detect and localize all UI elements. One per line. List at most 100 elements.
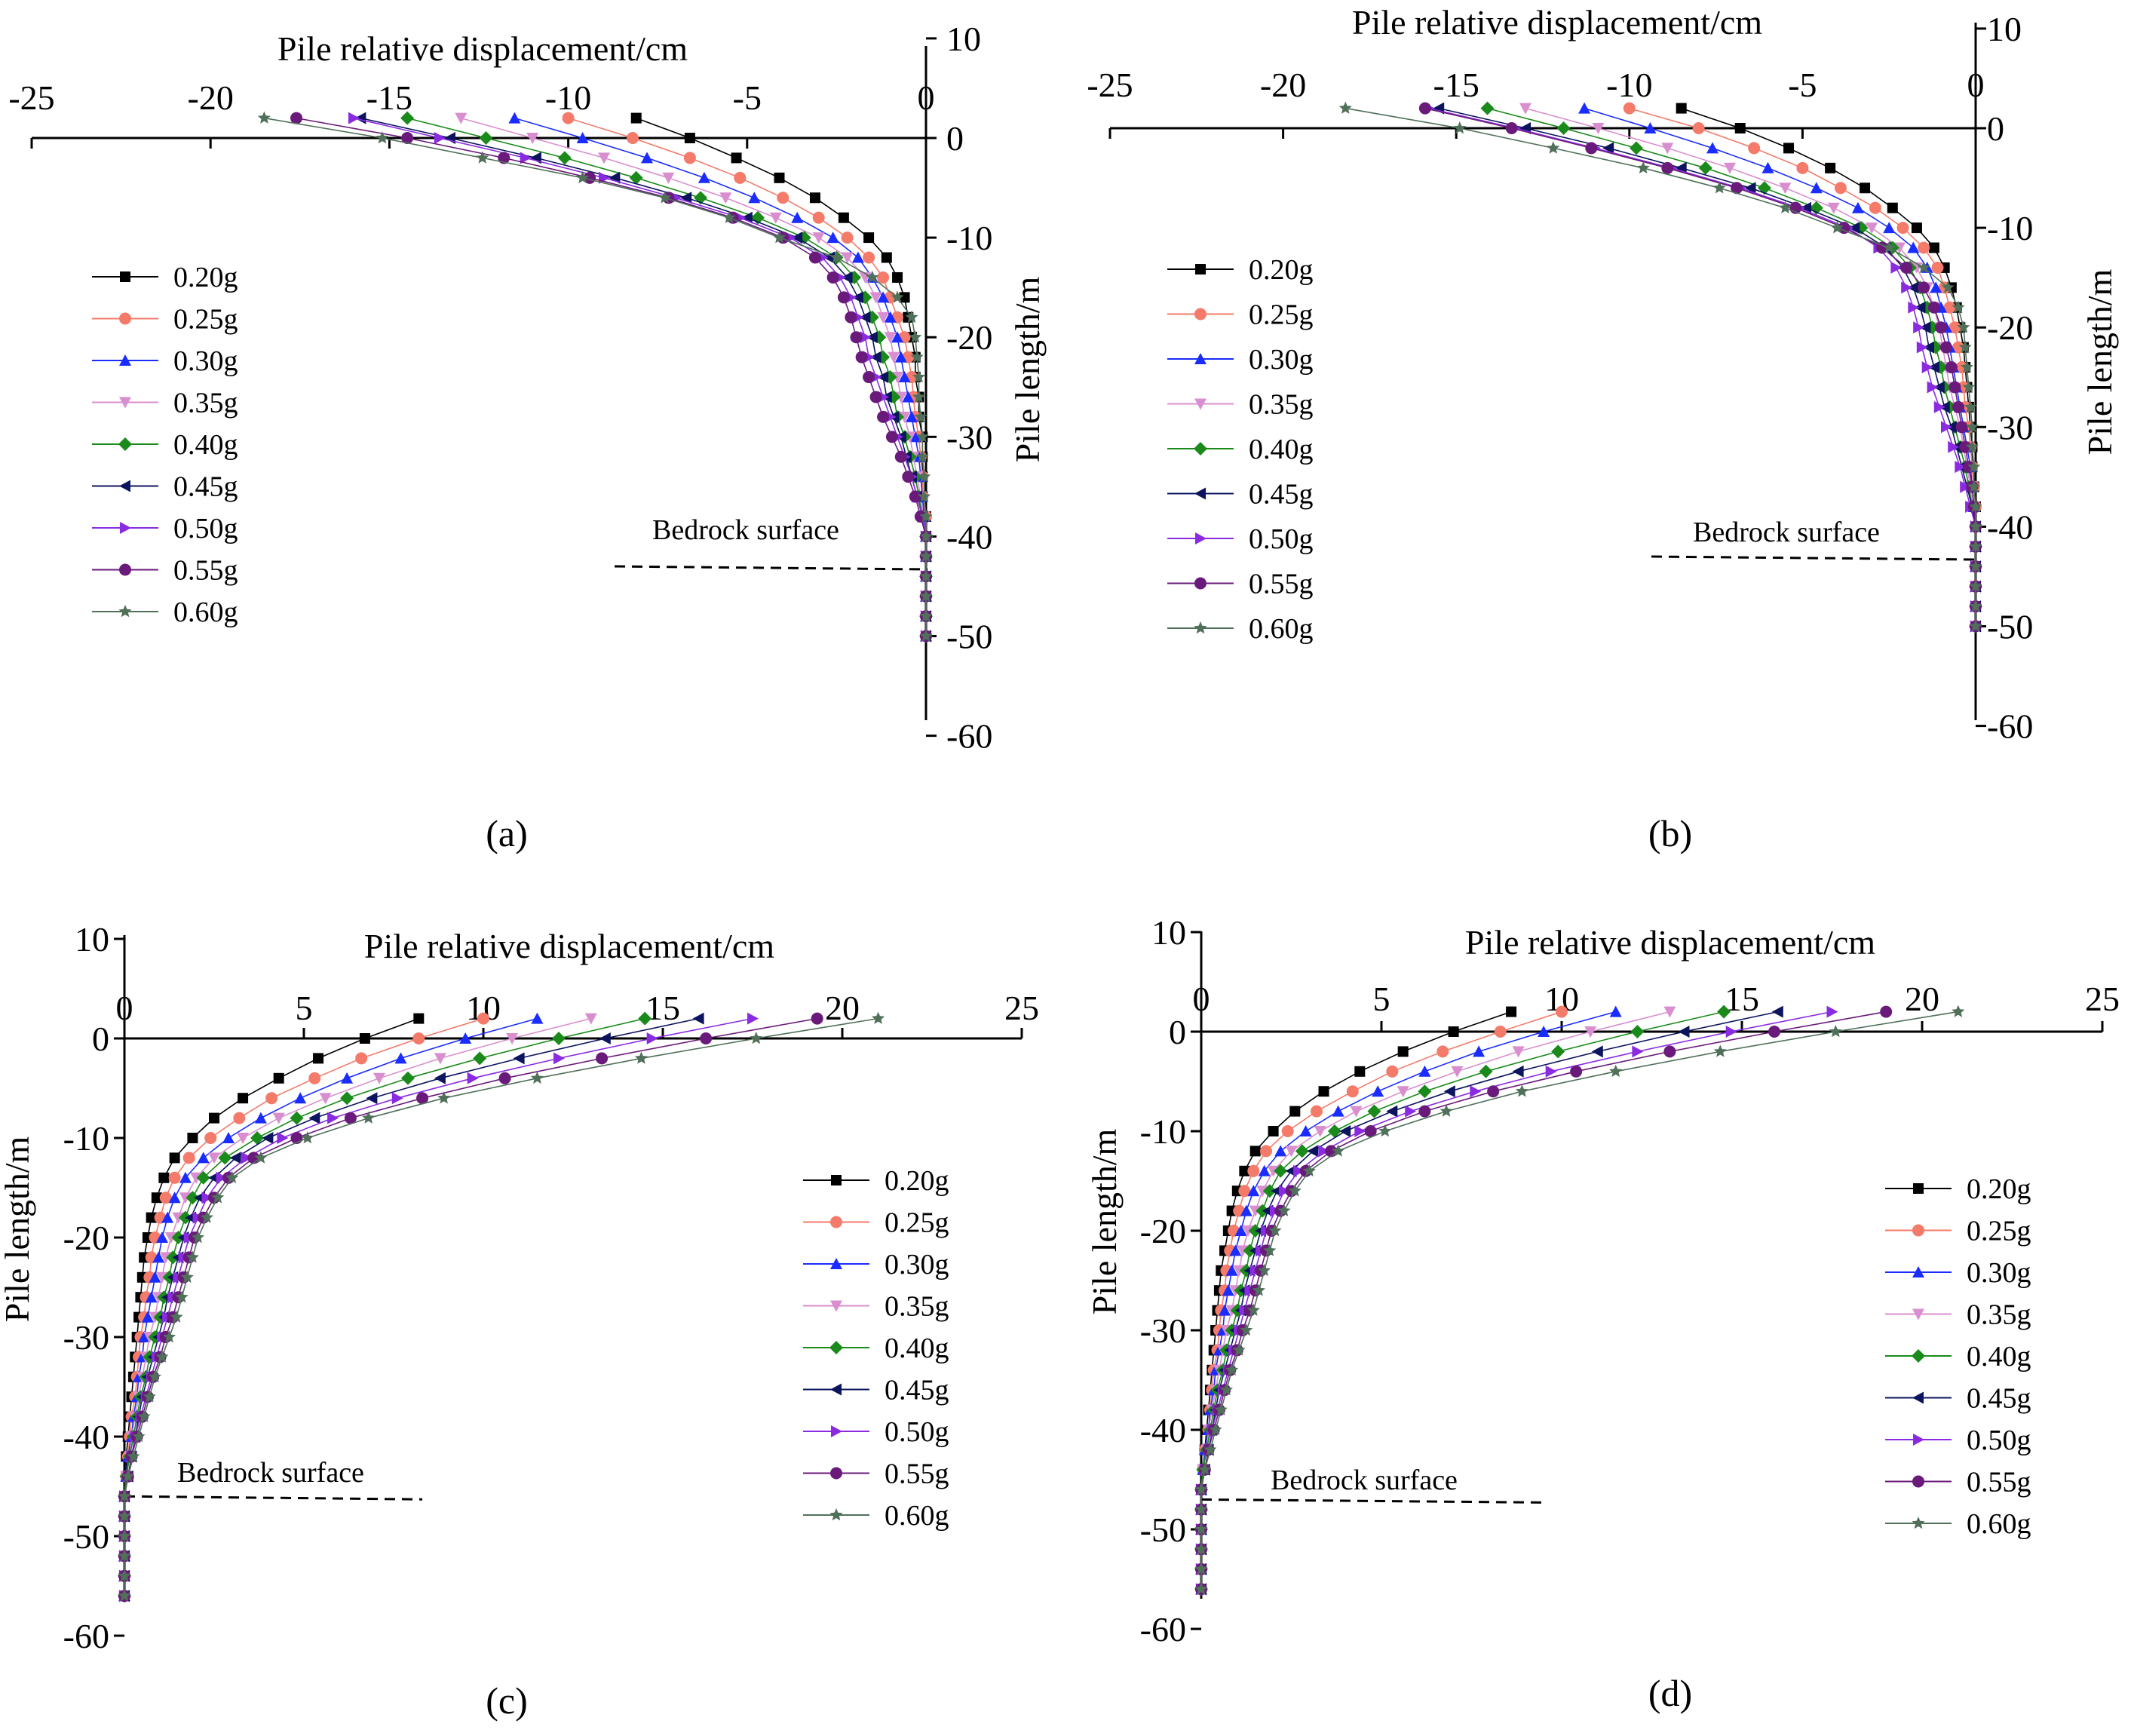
panel-a-ytick-label-2: -10 bbox=[946, 219, 992, 257]
panel-b-series-0.30g-point-0 bbox=[1578, 102, 1591, 114]
panel-c-series-0.20g-point-8 bbox=[158, 1172, 170, 1183]
panel-b-legend-label-6: 0.50g bbox=[1249, 523, 1314, 555]
panel-a-series-0.35g-point-2 bbox=[598, 152, 610, 164]
panel-c-xtick-label-1: 5 bbox=[296, 989, 313, 1027]
panel-c-ytick-label-4: -30 bbox=[63, 1318, 109, 1357]
panel-b-series-0.40g-point-2 bbox=[1630, 141, 1643, 155]
panel-b-series-0.60g-point-12 bbox=[1958, 340, 1972, 353]
panel-b-series-0.55g-point-11 bbox=[1935, 321, 1948, 334]
panel-b-legend-marker-0 bbox=[1195, 264, 1206, 275]
panel-d-series-0.30g-point-8 bbox=[1258, 1164, 1271, 1176]
panel-d-series-0.45g-point-7 bbox=[1307, 1145, 1319, 1158]
panel-d-series-0.30g-point-2 bbox=[1473, 1045, 1486, 1057]
panel-c-series-0.30g-point-15 bbox=[141, 1311, 154, 1323]
panel-c-series-0.25g-point-4 bbox=[265, 1092, 278, 1105]
panel-d-series-0.25g-point-1 bbox=[1494, 1026, 1507, 1038]
panel-c-series-0.35g-point-3 bbox=[373, 1072, 385, 1084]
panel-c-legend-marker-0 bbox=[831, 1175, 842, 1185]
panel-b-series-0.25g-point-12 bbox=[1952, 341, 1965, 354]
panel-c-legend-label-1: 0.25g bbox=[885, 1207, 949, 1239]
panel-d-series-0.30g-point-7 bbox=[1274, 1145, 1287, 1157]
panel-c-legend-marker-8 bbox=[829, 1508, 843, 1521]
panel-b-series-0.60g-point-13 bbox=[1961, 360, 1974, 373]
panel-d-series-0.30g-point-9 bbox=[1247, 1185, 1260, 1197]
panel-c-series-0.30g-point-6 bbox=[222, 1132, 235, 1143]
panel-a-series-0.45g-point-9 bbox=[851, 291, 863, 304]
panel-c-series-0.60g-point-8 bbox=[225, 1170, 239, 1184]
panel-a-series-0.45g-line bbox=[360, 117, 927, 636]
panel-d-series-0.55g-point-2 bbox=[1663, 1045, 1676, 1058]
panel-a-series-0.60g-point-4 bbox=[658, 191, 672, 204]
panel-b-series-0.55g-point-13 bbox=[1945, 361, 1958, 374]
panel-a-series-0.55g-point-9 bbox=[837, 291, 850, 304]
panel-b-series-0.50g-point-12 bbox=[1916, 341, 1928, 354]
panel-a-series-0.30g-point-5 bbox=[791, 211, 804, 223]
panel-b-series-0.25g-point-5 bbox=[1869, 201, 1881, 214]
panel-b-xtick-label-4: -5 bbox=[1788, 66, 1817, 104]
panel-c-series-0.30g-point-3 bbox=[341, 1072, 354, 1084]
panel-b-series-0.60g-point-25 bbox=[1969, 600, 1982, 612]
panel-a-bedrock-label: Bedrock surface bbox=[652, 514, 839, 546]
panel-b-series-0.20g-point-5 bbox=[1887, 202, 1898, 213]
panel-a-series-0.40g-point-3 bbox=[629, 170, 643, 185]
panel-c-series-0.60g-point-16 bbox=[162, 1330, 176, 1343]
panel-b-legend-label-7: 0.55g bbox=[1249, 569, 1314, 600]
panel-c-series-0.50g-point-1 bbox=[646, 1032, 658, 1044]
panel-d-series-0.45g-point-6 bbox=[1339, 1125, 1351, 1137]
panel-b-legend-marker-4 bbox=[1194, 442, 1207, 455]
panel-a-legend-marker-3 bbox=[119, 397, 131, 409]
panel-c-series-0.60g-point-10 bbox=[200, 1210, 213, 1223]
panel-d-series-0.60g-point-24 bbox=[1194, 1483, 1208, 1495]
panel-d-series-0.30g-point-12 bbox=[1229, 1244, 1242, 1256]
panel-d-series-0.25g-point-7 bbox=[1260, 1145, 1273, 1158]
panel-c-series-0.50g-point-0 bbox=[747, 1012, 759, 1025]
panel-d-series-0.60g-point-29 bbox=[1194, 1582, 1208, 1595]
panel-b-series-0.20g-point-7 bbox=[1928, 242, 1939, 253]
panel-c-series-0.25g-point-0 bbox=[477, 1012, 489, 1025]
panel-a-series-0.30g-point-3 bbox=[698, 171, 710, 183]
panel-a-series-0.45g-point-3 bbox=[609, 171, 621, 184]
panel-b-label: (b) bbox=[1648, 812, 1692, 854]
panel-d-bedrock-line bbox=[1200, 1498, 1547, 1504]
panel-d-series-0.60g-point-17 bbox=[1232, 1343, 1246, 1356]
panel-b-series-0.40g-point-3 bbox=[1698, 161, 1712, 175]
panel-c: 0 5 10 15 20 25100-10-20-30-40-50-600.20g0.25… bbox=[0, 920, 1039, 1722]
panel-c-series-0.60g-point-28 bbox=[118, 1569, 131, 1582]
panel-d-series-0.30g-point-15 bbox=[1219, 1304, 1231, 1316]
panel-a-series-0.55g-point-12 bbox=[855, 351, 868, 363]
panel-c-bedrock-label: Bedrock surface bbox=[177, 1457, 364, 1489]
panel-a-series-0.30g-point-6 bbox=[826, 232, 839, 244]
panel-b-series-0.30g-point-4 bbox=[1810, 182, 1823, 194]
panel-c-ytick-label-0: 10 bbox=[75, 920, 109, 958]
panel-b-series-0.50g-point-13 bbox=[1921, 361, 1933, 373]
panel-a-series-0.35g-point-9 bbox=[869, 292, 882, 304]
panel-b: -25 -20 -15 -10 -5 0100-10-20-30-40-50-600.20… bbox=[1087, 3, 2119, 854]
panel-a-series-0.25g-point-4 bbox=[777, 192, 790, 204]
panel-b-series-0.20g-point-4 bbox=[1860, 182, 1871, 194]
panel-d-series-0.30g-point-13 bbox=[1225, 1264, 1238, 1276]
panel-c-series-0.60g-point-17 bbox=[155, 1350, 169, 1363]
panel-a-series-0.60g-point-15 bbox=[914, 409, 927, 423]
panel-d-series-0.60g-point-19 bbox=[1219, 1383, 1233, 1396]
panel-a-series-0.40g-point-2 bbox=[557, 151, 572, 165]
panel-c-series-0.45g-line bbox=[124, 1017, 699, 1596]
panel-b-series-0.60g-point-9 bbox=[1941, 281, 1955, 293]
panel-d-series-0.40g-point-9 bbox=[1262, 1184, 1277, 1198]
panel-b-series-0.25g-point-0 bbox=[1623, 102, 1636, 115]
panel-b-ytick-label-6: -50 bbox=[1987, 608, 2033, 646]
panel-a-series-0.25g-point-1 bbox=[626, 132, 639, 144]
panel-c-legend-label-8: 0.60g bbox=[885, 1500, 949, 1532]
panel-b-legend-marker-5 bbox=[1194, 487, 1206, 500]
panel-a-series-0.60g-point-26 bbox=[919, 629, 933, 642]
panel-b-series-0.25g-point-8 bbox=[1931, 261, 1944, 274]
panel-d-series-0.60g-point-15 bbox=[1246, 1303, 1260, 1316]
panel-d-series-0.20g-point-7 bbox=[1249, 1146, 1261, 1157]
panel-a-bedrock-line bbox=[614, 565, 928, 571]
panel-b-series-0.25g-point-4 bbox=[1834, 182, 1847, 195]
panel-b-series-0.35g-point-0 bbox=[1519, 103, 1532, 115]
panel-c-series-0.50g-point-5 bbox=[327, 1112, 339, 1124]
panel-b-legend-marker-1 bbox=[1194, 308, 1207, 321]
panel-b-series-0.45g-point-13 bbox=[1927, 361, 1939, 373]
panel-d-series-0.25g-point-8 bbox=[1247, 1164, 1260, 1177]
panel-d-series-0.55g-point-3 bbox=[1570, 1065, 1583, 1078]
